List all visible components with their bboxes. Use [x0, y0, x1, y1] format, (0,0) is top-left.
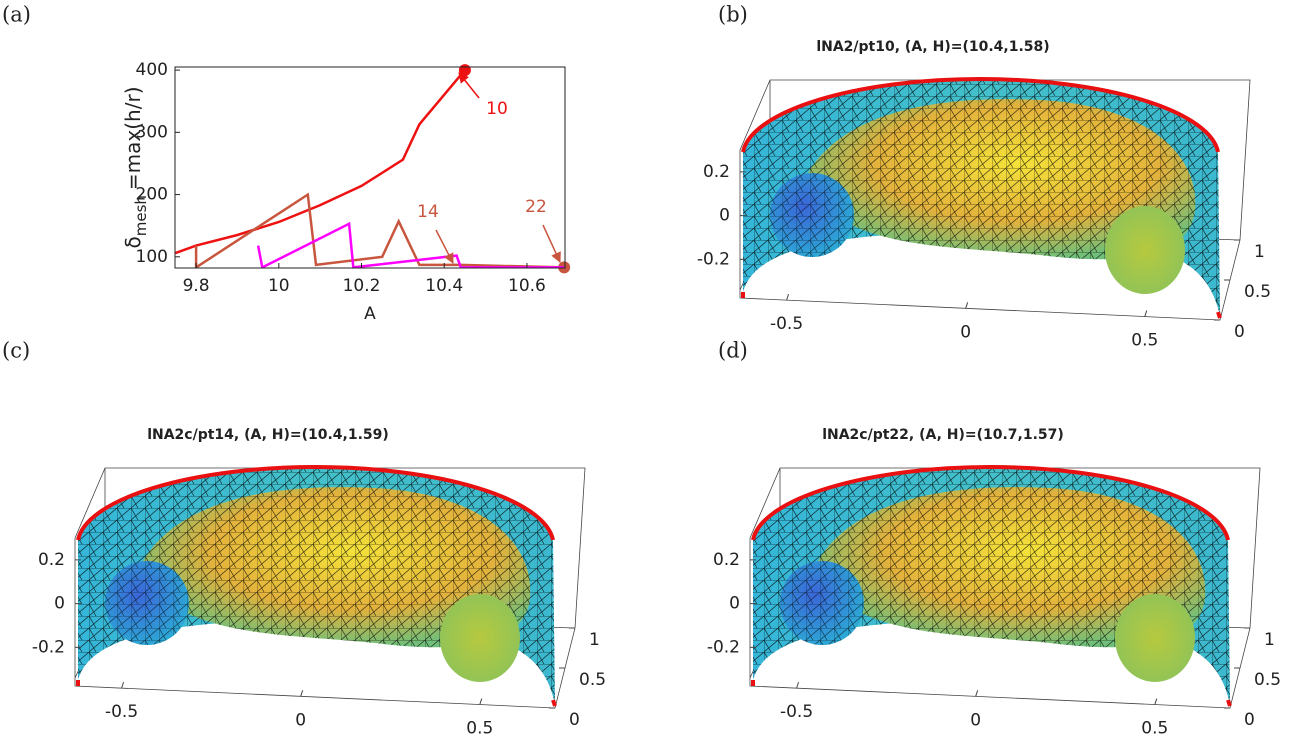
x-tick-label: 0	[960, 322, 971, 342]
annotation-text: 14	[417, 202, 439, 222]
z-tick-label: -0.2	[707, 637, 740, 657]
x-tick	[121, 681, 125, 689]
z-tick-label: 0.2	[703, 162, 730, 182]
y-tick-label: 0.5	[1244, 282, 1271, 302]
surface-rim	[76, 465, 555, 541]
surface-mesh	[780, 561, 864, 645]
annotation-text: 22	[525, 197, 547, 217]
x-tick-label: 0.5	[1141, 719, 1168, 739]
surface-rim	[741, 292, 1222, 319]
y-tick-label: 300	[136, 122, 168, 142]
x-tick	[965, 302, 969, 309]
z-tick-label: 0.2	[713, 550, 740, 570]
y-tick-label: 0.5	[579, 670, 606, 690]
x-tick	[1154, 698, 1158, 705]
panel-label: (c)	[2, 339, 30, 363]
surface-title: lNA2c/pt22, (A, H)=(10.7,1.57)	[822, 427, 1064, 443]
annotation-arrow	[435, 229, 454, 264]
x-tick	[479, 698, 483, 705]
y-label-subscript: mesh	[132, 195, 150, 236]
y-tick-label: 0	[569, 710, 580, 730]
surface-mesh	[105, 561, 189, 645]
plot-area	[175, 64, 571, 274]
y-axis-label: δmesh =max(h/r)	[121, 87, 150, 249]
surface-mesh	[135, 487, 531, 648]
y-tick-label: 0	[1234, 322, 1245, 342]
surface-disk	[1115, 594, 1195, 682]
x-tick	[796, 681, 800, 689]
x-tick-label: 9.8	[183, 276, 210, 296]
y-tick-label: 0	[1244, 710, 1255, 730]
series-line	[175, 69, 466, 255]
y-label-symbol: δ	[121, 236, 145, 248]
annotation-text: 10	[486, 99, 508, 119]
surface-rim	[751, 465, 1230, 541]
z-tick-label: 0	[719, 206, 730, 226]
x-tick	[786, 293, 790, 301]
x-tick-label: 0.5	[466, 719, 493, 739]
surface-mesh	[800, 99, 1196, 260]
series-line	[256, 221, 565, 268]
x-tick-label: 10.6	[508, 276, 546, 296]
z-tick-label: -0.2	[697, 249, 730, 269]
surface-panel: lNA2/pt10, (A, H)=(10.4,1.58) -0.5 0 0.5 -0.…	[697, 39, 1271, 351]
z-tick-label: 0.2	[38, 550, 65, 570]
x-tick-label: 0	[295, 710, 306, 730]
surface-rim	[76, 680, 557, 707]
y-tick-label: 1	[1264, 630, 1275, 650]
surface-rim	[751, 680, 1232, 707]
surface-panel: lNA2c/pt22, (A, H)=(10.7,1.57) -0.5 0 0.5 -0…	[707, 427, 1281, 739]
x-tick	[300, 690, 304, 697]
x-tick-label: 0	[970, 710, 981, 730]
x-tick-label: -0.5	[770, 314, 803, 334]
x-tick-label: 0.5	[1131, 331, 1158, 351]
surface-panel: lNA2c/pt14, (A, H)=(10.4,1.59) -0.5 0 0.5 -0…	[32, 427, 606, 739]
annotation-arrow	[458, 72, 480, 99]
y-tick-label: 0.5	[1254, 670, 1281, 690]
surface-disk	[440, 594, 520, 682]
panel-label: (a)	[2, 3, 31, 27]
panel-label: (b)	[718, 3, 748, 27]
x-tick-label: 10	[268, 276, 290, 296]
x-tick-label: -0.5	[105, 702, 138, 722]
y-tick-label: 100	[136, 247, 168, 267]
surface-rim	[741, 77, 1220, 153]
y-tick-label: 1	[589, 630, 600, 650]
z-tick-label: 0	[729, 594, 740, 614]
z-tick-label: -0.2	[32, 637, 65, 657]
x-axis-label: A	[364, 304, 376, 324]
z-tick-label: 0	[54, 594, 65, 614]
x-tick-label: 10.4	[425, 276, 463, 296]
surface-title: lNA2c/pt14, (A, H)=(10.4,1.59)	[147, 427, 389, 443]
axes-box	[174, 66, 566, 269]
x-tick-label: -0.5	[780, 702, 813, 722]
x-tick	[1144, 310, 1148, 317]
y-tick-label: 200	[136, 185, 168, 205]
x-tick-label: 10.2	[343, 276, 381, 296]
surface-mesh	[770, 173, 854, 257]
panel-label: (d)	[718, 339, 748, 363]
surface-disk	[1105, 206, 1185, 294]
annotation-arrow	[542, 224, 561, 263]
y-tick-label: 1	[1254, 242, 1265, 262]
surface-mesh	[810, 487, 1206, 648]
series-line	[194, 192, 565, 268]
x-tick	[975, 690, 979, 697]
y-label-text: =max(h/r)	[121, 87, 145, 191]
y-tick-label: 400	[136, 60, 168, 80]
surface-title: lNA2/pt10, (A, H)=(10.4,1.58)	[816, 39, 1049, 55]
